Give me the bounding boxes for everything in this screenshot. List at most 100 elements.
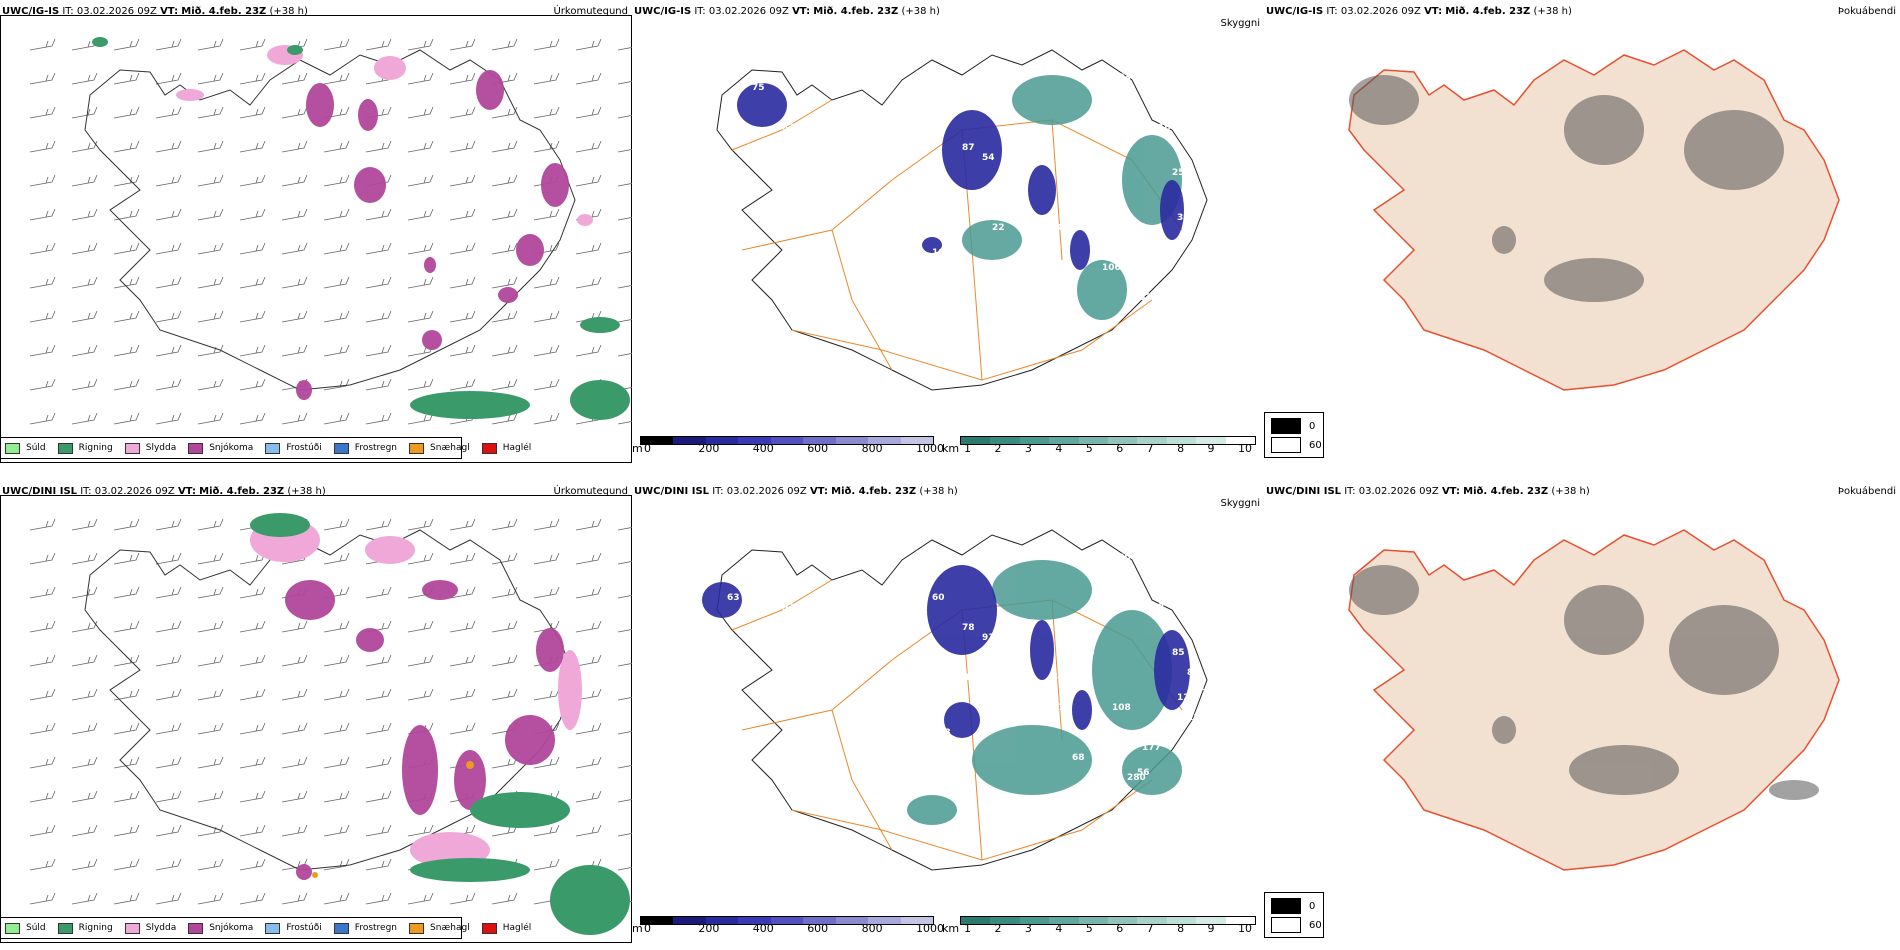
wind-barb	[533, 208, 560, 221]
legend-label: Frostúði	[286, 443, 322, 453]
wind-barb	[71, 242, 98, 255]
wind-barb	[113, 586, 140, 599]
wind-barb	[29, 276, 56, 289]
wind-barb	[617, 81, 632, 85]
wind-barb	[155, 518, 182, 531]
colorbar-tick: 400	[752, 442, 774, 455]
wind-barb	[155, 552, 182, 565]
wind-barb	[449, 242, 476, 255]
ceiling-label: 123	[1127, 293, 1146, 303]
visibility-colorbar: km 1 2 3 4 5 6 7 8 9 10	[942, 916, 1264, 940]
visibility-map-bottom: 52 63 92 64 62 60 78 91 140 121 108 189 343 54 47 68 214…	[702, 529, 1208, 871]
legend-item: Snæhagl	[409, 442, 470, 454]
wind-barb	[197, 824, 224, 837]
wind-barb	[575, 174, 602, 187]
legend-swatch	[409, 922, 425, 934]
colorbar-strip	[960, 436, 1256, 445]
colorbar-unit: m	[632, 922, 643, 935]
wind-barb	[449, 174, 476, 187]
wind-barb	[155, 586, 182, 599]
colorbar-tick: 1	[964, 922, 971, 935]
wind-barb	[617, 697, 632, 701]
visibility-panel-top: 75 66 83 33 0 27 87 54 117 10 37 22 104 129 18 2 106 210 2…	[632, 0, 1264, 470]
wind-barb	[533, 378, 560, 391]
wind-barb	[323, 242, 350, 255]
legend-label: Haglél	[502, 443, 532, 453]
wind-barb	[617, 47, 632, 51]
legend-label: Slydda	[145, 443, 177, 453]
iceland-land	[1348, 529, 1840, 871]
ceiling-label: 87	[1187, 668, 1200, 678]
wind-barb	[533, 276, 560, 289]
wind-barb	[239, 344, 266, 357]
wind-barb	[29, 552, 56, 565]
wind-barb	[617, 799, 632, 803]
ceiling-label: 189	[992, 703, 1011, 713]
wind-barb	[323, 892, 350, 905]
ceiling-label: 15	[1187, 188, 1200, 198]
iceland-outline	[716, 49, 1208, 391]
legend-swatch	[124, 442, 140, 454]
wind-barb	[617, 285, 632, 289]
colorbar-tick: 5	[1085, 442, 1093, 455]
wind-barb	[491, 552, 518, 565]
wind-barb	[449, 892, 476, 905]
ceiling-labels: 75 66 83 33 0 27 87 54 117 10 37 22 104 129 18 2 106 210 2…	[727, 73, 1200, 343]
wind-barb	[617, 387, 632, 391]
wind-barb	[113, 140, 140, 153]
wind-barb	[407, 140, 434, 153]
wind-barb	[71, 174, 98, 187]
wind-barb	[239, 620, 266, 633]
wind-barb	[71, 378, 98, 391]
wind-barb	[323, 790, 350, 803]
wind-barb	[71, 722, 98, 735]
wind-barb	[281, 310, 308, 323]
wind-barb	[323, 72, 350, 85]
wind-barb	[29, 344, 56, 357]
wind-barb	[113, 892, 140, 905]
ceiling-label: 2	[1072, 273, 1078, 283]
wind-barb	[239, 276, 266, 289]
wind-barb	[113, 242, 140, 255]
wind-barb	[71, 688, 98, 701]
wind-barb	[491, 310, 518, 323]
ceiling-label: 280	[1127, 773, 1146, 783]
wind-barb	[71, 276, 98, 289]
wind-barb	[407, 620, 434, 633]
colorbar-tick: 200	[698, 442, 720, 455]
wind-barb	[29, 38, 56, 51]
wind-barb	[365, 310, 392, 323]
wind-barb	[281, 756, 308, 769]
ceiling-label: 68	[1072, 753, 1085, 763]
wind-barb	[365, 412, 392, 425]
wind-barb	[575, 586, 602, 599]
ceiling-label: 343	[932, 728, 951, 738]
colorbar-tick: 800	[861, 922, 883, 935]
wind-barb	[113, 310, 140, 323]
legend-swatch	[57, 442, 73, 454]
wind-barb	[407, 106, 434, 119]
wind-barb	[575, 722, 602, 735]
ceiling-label: 183	[1112, 73, 1131, 83]
wind-barb	[29, 518, 56, 531]
wind-barb	[449, 106, 476, 119]
wind-barb	[239, 174, 266, 187]
wind-barb	[617, 527, 632, 531]
ceiling-label: 83	[782, 123, 795, 133]
ceiling-label: 120	[1112, 553, 1131, 563]
wind-barb	[239, 756, 266, 769]
wind-barb	[71, 412, 98, 425]
wind-barb	[155, 106, 182, 119]
wind-barb	[575, 688, 602, 701]
wind-barb	[617, 561, 632, 565]
wind-barb	[29, 72, 56, 85]
wind-barb	[449, 310, 476, 323]
wind-barb	[155, 412, 182, 425]
wind-barb	[449, 654, 476, 667]
ceiling-label: 25	[1172, 168, 1185, 178]
legend-label: Haglél	[502, 923, 532, 933]
ceiling-label: 140	[1002, 653, 1021, 663]
wind-barb	[491, 140, 518, 153]
panel-type-label: Úrkomutegund	[553, 6, 628, 17]
wind-barb	[323, 344, 350, 357]
